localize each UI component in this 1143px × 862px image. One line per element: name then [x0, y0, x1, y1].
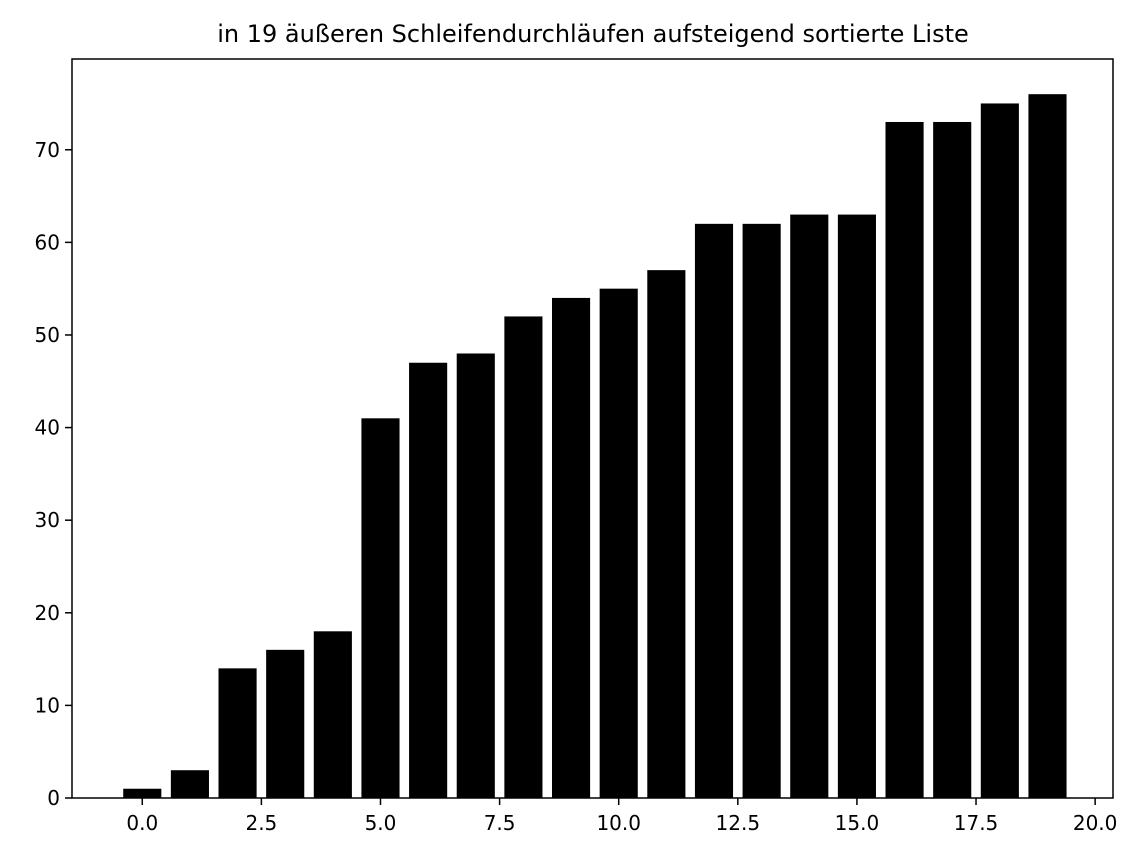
y-tick-label: 60: [35, 230, 60, 254]
y-tick-label: 70: [35, 138, 60, 162]
x-tick-label: 0.0: [126, 811, 158, 835]
y-tick-label: 50: [35, 323, 60, 347]
bar-13: [742, 223, 781, 798]
bar-3: [266, 649, 305, 798]
bar-2: [218, 668, 257, 798]
bar-19: [1028, 94, 1067, 798]
chart-title: in 19 äußeren Schleifendurchläufen aufst…: [217, 20, 969, 48]
bar-12: [694, 223, 734, 798]
bars: [123, 94, 1067, 799]
bar-1: [170, 770, 209, 798]
bar-9: [552, 297, 591, 798]
bar-17: [933, 121, 972, 799]
x-tick-label: 10.0: [596, 811, 641, 835]
y-tick-label: 10: [35, 693, 60, 717]
x-tick-label: 20.0: [1073, 811, 1118, 835]
bar-15: [837, 214, 876, 798]
bar-4: [313, 631, 352, 798]
bar-10: [599, 288, 638, 798]
x-tick-label: 2.5: [245, 811, 277, 835]
plot-frame: [71, 58, 1114, 799]
x-tick-label: 15.0: [835, 811, 880, 835]
bar-8: [504, 316, 543, 798]
x-tick-label: 5.0: [365, 811, 397, 835]
y-tick-label: 0: [47, 786, 60, 810]
bar-6: [409, 362, 448, 798]
x-tick-label: 12.5: [716, 811, 761, 835]
bar-0: [123, 788, 162, 798]
x-tick-label: 17.5: [954, 811, 999, 835]
bar-14: [790, 214, 829, 798]
y-tick-label: 20: [35, 601, 60, 625]
y-tick-label: 30: [35, 508, 60, 532]
x-tick-label: 7.5: [484, 811, 516, 835]
y-tick-label: 40: [35, 416, 60, 440]
axes: 0.0 2.5 5.0 7.5 10.0 12.5 15.0 17.5 20.0 0 10 20 30 4…: [35, 138, 1118, 835]
bar-11: [647, 270, 686, 799]
bar-7: [456, 353, 495, 798]
bar-16: [885, 121, 924, 799]
bar-18: [980, 103, 1019, 799]
bar-5: [361, 418, 400, 798]
